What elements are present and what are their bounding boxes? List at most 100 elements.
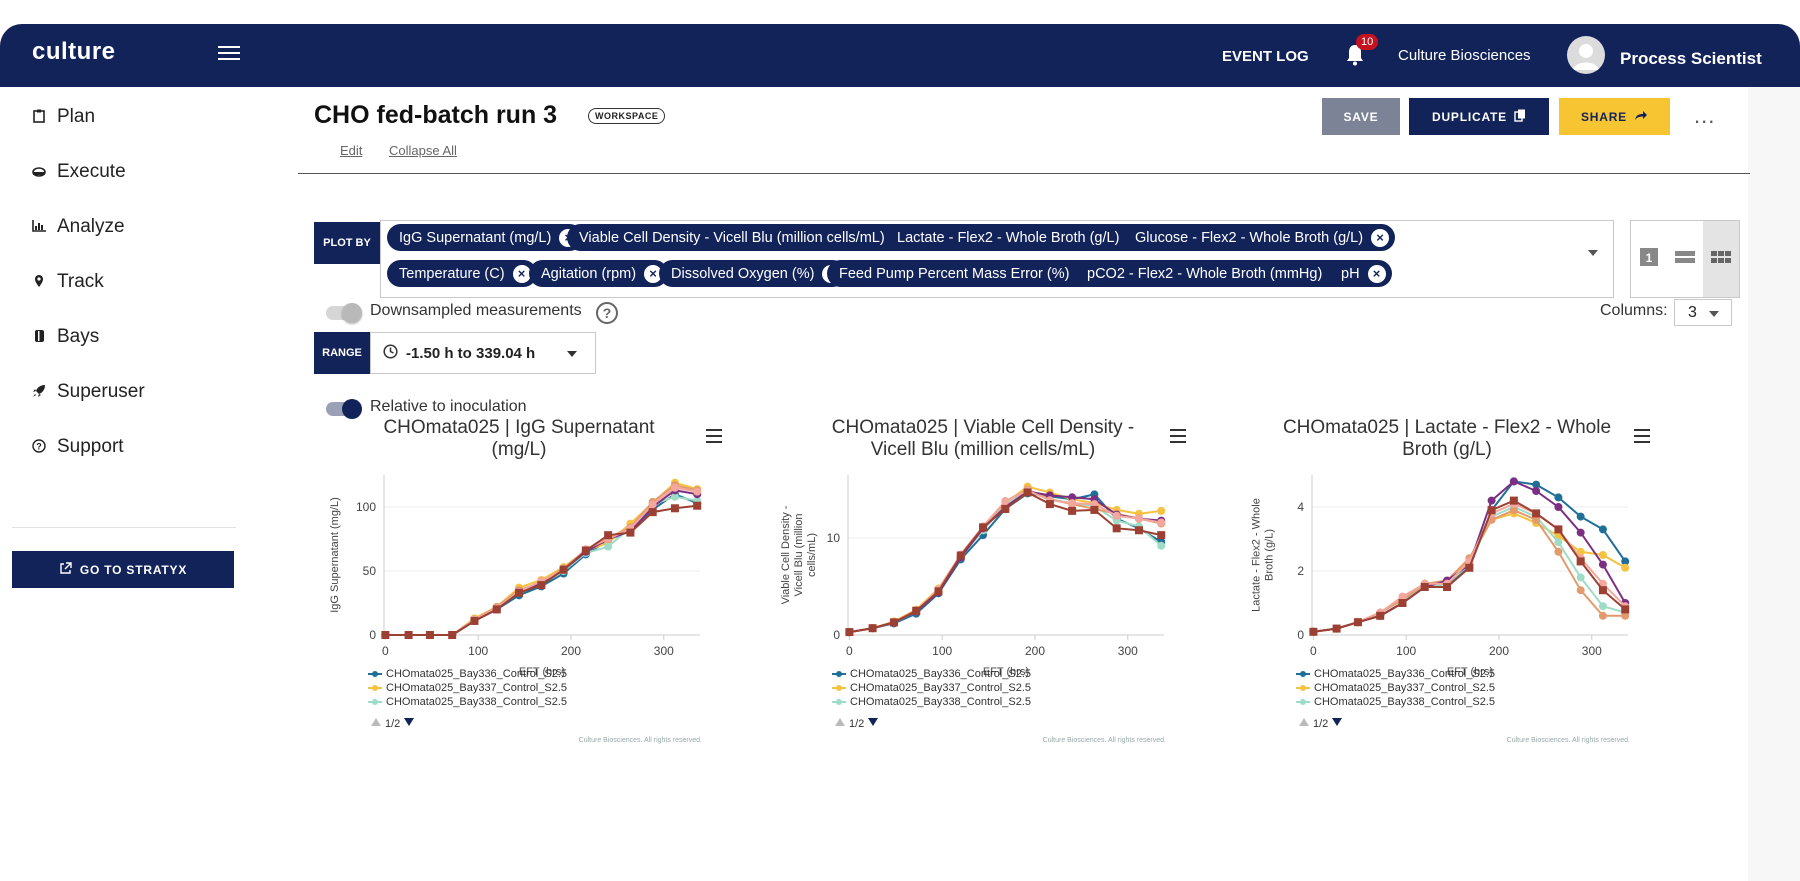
share-button[interactable]: SHARE bbox=[1559, 98, 1670, 135]
chevron-down-icon[interactable] bbox=[1588, 250, 1598, 256]
notification-count-badge: 10 bbox=[1356, 34, 1379, 50]
chart-menu-icon[interactable] bbox=[1170, 429, 1186, 447]
x-tick-label: 0 bbox=[846, 644, 853, 658]
menu-toggle-icon[interactable] bbox=[218, 46, 240, 62]
main-area: CHO fed-batch run 3 WORKSPACE Edit Colla… bbox=[252, 87, 1800, 881]
map-pin-icon bbox=[30, 274, 48, 291]
sidebar-item-analyze[interactable]: Analyze bbox=[30, 216, 125, 238]
legend-item[interactable]: CHOmata025_Bay336_Control_S2.5 bbox=[832, 667, 1082, 681]
sidebar: Plan Execute Analyze Track Bays Superuse… bbox=[0, 87, 252, 881]
legend-item[interactable]: CHOmata025_Bay336_Control_S2.5 bbox=[368, 667, 618, 681]
chip-remove-icon[interactable]: × bbox=[644, 264, 663, 283]
data-point bbox=[1134, 526, 1143, 535]
edit-link[interactable]: Edit bbox=[340, 143, 363, 158]
user-avatar[interactable] bbox=[1567, 36, 1605, 74]
data-point bbox=[1554, 493, 1563, 502]
columns-select[interactable]: 3 bbox=[1674, 299, 1732, 326]
sidebar-item-superuser[interactable]: Superuser bbox=[30, 381, 145, 403]
layout-grid-button[interactable] bbox=[1703, 221, 1739, 297]
legend-label: CHOmata025_Bay337_Control_S2.5 bbox=[850, 682, 1032, 694]
chart-title: CHOmata025 | Lactate - Flex2 - Whole Bro… bbox=[1282, 417, 1612, 460]
legend-item[interactable]: CHOmata025_Bay337_Control_S2.5 bbox=[368, 681, 618, 695]
chip-label: pCO2 - Flex2 - Whole Broth (mmHg) bbox=[1087, 265, 1323, 282]
more-options-icon[interactable]: ... bbox=[1694, 103, 1716, 128]
legend-pager: 1/2 bbox=[370, 717, 415, 730]
data-point bbox=[1621, 557, 1630, 566]
chart-title: CHOmata025 | IgG Supernatant (mg/L) bbox=[383, 417, 655, 460]
x-tick-label: 0 bbox=[382, 644, 389, 658]
legend-item[interactable]: CHOmata025_Bay337_Control_S2.5 bbox=[832, 681, 1082, 695]
chart-menu-icon[interactable] bbox=[1634, 429, 1650, 447]
data-point bbox=[1598, 586, 1607, 595]
data-point bbox=[1509, 477, 1518, 486]
legend-item[interactable]: CHOmata025_Bay337_Control_S2.5 bbox=[1296, 681, 1546, 695]
help-circle-icon: ? bbox=[30, 438, 48, 456]
duplicate-button[interactable]: DUPLICATE bbox=[1409, 98, 1549, 135]
plot-by-chip: Glucose - Flex2 - Whole Broth (g/L) × bbox=[1123, 224, 1396, 251]
legend-item[interactable]: CHOmata025_Bay338_Control_S2.5 bbox=[1296, 695, 1546, 709]
data-point bbox=[604, 531, 613, 540]
sidebar-item-plan[interactable]: Plan bbox=[30, 106, 95, 128]
range-select[interactable]: -1.50 h to 339.04 h bbox=[370, 332, 596, 374]
plot-by-chip: Dissolved Oxygen (%)× bbox=[659, 260, 847, 287]
data-point bbox=[1621, 611, 1630, 620]
pager-up-icon[interactable] bbox=[834, 717, 846, 730]
data-point bbox=[492, 605, 501, 614]
relative-to-inoculation-toggle[interactable] bbox=[326, 399, 362, 419]
data-point bbox=[956, 551, 965, 560]
sidebar-item-bays[interactable]: Bays bbox=[30, 326, 99, 348]
legend-item[interactable]: CHOmata025_Bay338_Control_S2.5 bbox=[368, 695, 618, 709]
help-icon[interactable]: ? bbox=[596, 302, 618, 324]
chip-label: Temperature (C) bbox=[399, 265, 505, 282]
event-log-link[interactable]: EVENT LOG bbox=[1222, 48, 1309, 65]
pager-text: 1/2 bbox=[385, 717, 401, 730]
downsampled-toggle[interactable] bbox=[326, 303, 362, 323]
plot-by-chip: Agitation (rpm) × bbox=[529, 260, 669, 287]
legend-item[interactable]: CHOmata025_Bay336_Control_S2.5 bbox=[1296, 667, 1546, 681]
workspace-panel: CHO fed-batch run 3 WORKSPACE Edit Colla… bbox=[252, 87, 1750, 881]
data-point bbox=[670, 492, 679, 501]
pager-up-icon[interactable] bbox=[370, 717, 382, 730]
chip-remove-icon[interactable]: × bbox=[512, 264, 531, 283]
layout-single-button[interactable]: 1 bbox=[1631, 221, 1667, 297]
data-point bbox=[889, 618, 898, 627]
data-point bbox=[381, 631, 390, 639]
data-point bbox=[648, 500, 657, 509]
pager-down-icon[interactable] bbox=[867, 717, 879, 730]
plot-by-chip: Viable Cell Density - Vicell Blu (millio… bbox=[567, 224, 917, 251]
data-point bbox=[979, 523, 988, 532]
data-point bbox=[934, 587, 943, 596]
data-point bbox=[1157, 506, 1166, 515]
app-logo[interactable]: culture bbox=[32, 38, 116, 65]
legend-label: CHOmata025_Bay338_Control_S2.5 bbox=[850, 696, 1032, 708]
workspace-badge: WORKSPACE bbox=[588, 108, 666, 124]
data-point bbox=[1112, 511, 1121, 520]
x-tick-label: 200 bbox=[1025, 644, 1045, 658]
plot-by-chip-input[interactable]: IgG Supernatant (mg/L)× Viable Cell Dens… bbox=[380, 220, 1614, 298]
svg-text:?: ? bbox=[36, 441, 42, 451]
chart-menu-icon[interactable] bbox=[706, 429, 722, 447]
chip-remove-icon[interactable]: × bbox=[1371, 228, 1390, 247]
y-axis-label-line: Vicell Blu (million bbox=[793, 514, 805, 597]
collapse-all-link[interactable]: Collapse All bbox=[389, 143, 457, 158]
save-button[interactable]: SAVE bbox=[1322, 98, 1400, 135]
organization-name[interactable]: Culture Biosciences bbox=[1398, 47, 1531, 64]
sidebar-item-execute[interactable]: Execute bbox=[30, 161, 126, 183]
data-point bbox=[604, 542, 613, 551]
plot-by-label: PLOT BY bbox=[314, 222, 380, 264]
pager-down-icon[interactable] bbox=[1331, 717, 1343, 730]
notifications-bell-icon[interactable] bbox=[1346, 44, 1364, 71]
sidebar-item-support[interactable]: ? Support bbox=[30, 436, 124, 458]
data-point bbox=[1621, 563, 1630, 572]
go-to-stratyx-button[interactable]: GO TO STRATYX bbox=[12, 551, 234, 588]
pager-down-icon[interactable] bbox=[403, 717, 415, 730]
plot-by-chip: pCO2 - Flex2 - Whole Broth (mmHg)× bbox=[1075, 260, 1355, 287]
data-point bbox=[1332, 624, 1341, 633]
layout-rows-button[interactable] bbox=[1667, 221, 1703, 297]
pager-up-icon[interactable] bbox=[1298, 717, 1310, 730]
legend-item[interactable]: CHOmata025_Bay338_Control_S2.5 bbox=[832, 695, 1082, 709]
chip-remove-icon[interactable]: × bbox=[1367, 264, 1386, 283]
user-name[interactable]: Process Scientist bbox=[1620, 49, 1762, 68]
sidebar-divider bbox=[12, 527, 236, 528]
sidebar-item-track[interactable]: Track bbox=[30, 271, 104, 293]
